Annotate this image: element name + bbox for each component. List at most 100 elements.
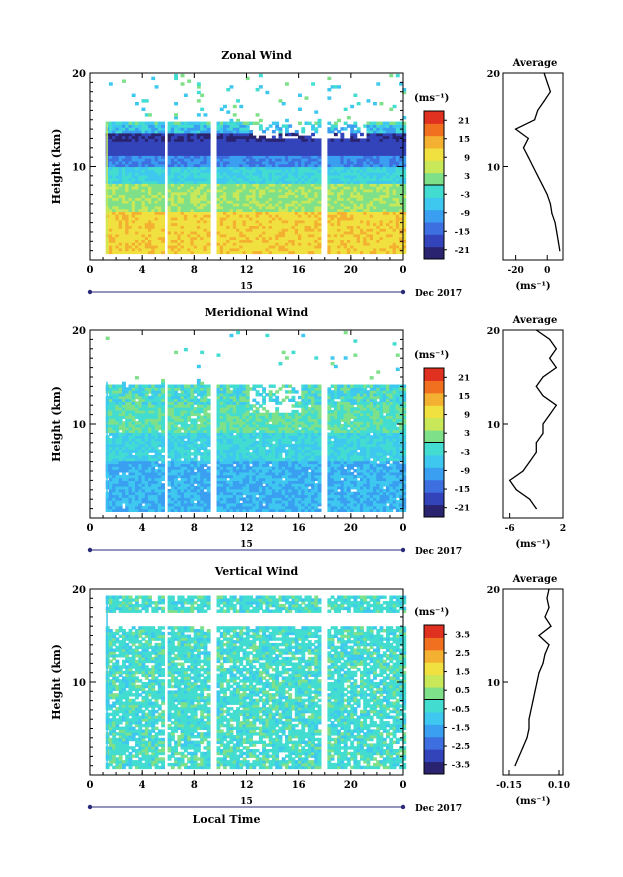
- colorbar-tick-label: -3: [461, 190, 471, 200]
- panel-title: Meridional Wind: [205, 306, 309, 319]
- heatmap-cell: [106, 337, 110, 340]
- y-axis-label: Height (km): [50, 129, 63, 205]
- colorbar-tick-label: 15: [458, 135, 470, 145]
- heatmap-cell: [236, 99, 240, 102]
- profile-point: [551, 213, 552, 214]
- profile-y-tick-label: 20: [487, 69, 501, 80]
- heatmap-cell: [161, 503, 165, 506]
- heatmap-cell: [197, 113, 201, 116]
- profile-point: [550, 91, 551, 92]
- heatmap-cell: [298, 108, 302, 111]
- profile-point: [528, 138, 529, 139]
- colorbar-swatch: [424, 185, 444, 198]
- heatmap-cell: [380, 102, 384, 105]
- profile-y-tick-label: 10: [487, 163, 501, 174]
- heatmap-cell: [357, 102, 361, 105]
- heatmap-cell: [353, 94, 357, 97]
- profile-point: [537, 175, 538, 176]
- heatmap-cell: [174, 102, 178, 105]
- colorbar-tick-label: 3: [464, 172, 470, 182]
- heatmap-cell: [337, 119, 341, 122]
- heatmap-cell: [301, 127, 305, 130]
- heatmap-cell: [249, 130, 253, 133]
- heatmap-cell: [318, 138, 322, 141]
- profile-line: [516, 73, 560, 251]
- x-tick-label: 20: [344, 265, 358, 276]
- colorbar-swatch: [424, 123, 444, 136]
- heatmap-cell: [161, 483, 165, 486]
- heatmap-cell: [151, 77, 155, 80]
- heatmap-cell: [187, 80, 191, 83]
- profile-point: [542, 185, 543, 186]
- heatmap-cell: [233, 105, 237, 108]
- heatmap-cell: [275, 122, 279, 125]
- heatmap-cell: [161, 461, 165, 464]
- x-tick-label: 0: [400, 265, 407, 276]
- colorbar-tick-label: 9: [464, 153, 470, 163]
- heatmap-cell: [239, 105, 243, 108]
- heatmap-cell: [135, 376, 139, 379]
- profile-point: [528, 157, 529, 158]
- heatmap-cell: [148, 113, 152, 116]
- date-bar-marker: [401, 290, 405, 294]
- y-tick-label: 20: [72, 69, 86, 80]
- heatmap-cell: [155, 85, 159, 88]
- heatmap-cell: [311, 82, 315, 85]
- profile-point: [523, 147, 524, 148]
- heatmap-cell: [327, 96, 331, 99]
- heatmap-cell: [184, 94, 188, 97]
- heatmap-cell: [109, 82, 113, 85]
- heatmap-field: [106, 331, 407, 512]
- y-tick-label: 10: [72, 163, 86, 174]
- x-tick-label: 8: [191, 265, 198, 276]
- heatmap-cell: [161, 141, 165, 144]
- heatmap-cell: [259, 74, 263, 77]
- heatmap-cell: [318, 141, 322, 144]
- heatmap-cell: [295, 130, 299, 133]
- profile-point: [537, 110, 538, 111]
- heatmap-cell: [396, 74, 400, 77]
- heatmap-cell: [318, 195, 322, 198]
- colorbar-swatch: [424, 160, 444, 173]
- profile-point: [532, 166, 533, 167]
- date-label: 15: [240, 282, 253, 292]
- profile-point: [550, 203, 551, 204]
- heatmap-cell: [161, 251, 165, 254]
- heatmap-cell: [327, 77, 331, 80]
- month-label: Dec 2017: [415, 289, 462, 299]
- x-tick-label: 4: [139, 265, 146, 276]
- panel-title: Zonal Wind: [221, 49, 292, 62]
- profile-point: [555, 222, 556, 223]
- heatmap-cell: [259, 85, 263, 88]
- heatmap-cell: [256, 113, 260, 116]
- colorbar-swatch: [424, 173, 444, 186]
- heatmap-cell: [207, 141, 211, 144]
- heatmap-cell: [226, 110, 230, 113]
- heatmap-cell: [181, 82, 185, 85]
- colorbar-swatch: [424, 136, 444, 149]
- heatmap-cell: [142, 108, 146, 111]
- heatmap-cell: [119, 503, 123, 506]
- heatmap-cell: [174, 113, 178, 116]
- heatmap-cell: [360, 133, 364, 136]
- heatmap-cell: [174, 74, 178, 77]
- heatmap-cell: [161, 418, 165, 421]
- heatmap-cell: [207, 251, 211, 254]
- heatmap-cell: [367, 99, 371, 102]
- heatmap-cell: [161, 455, 165, 458]
- heatmap-cell: [357, 127, 361, 130]
- colorbar-swatch: [424, 234, 444, 247]
- profile-point: [559, 250, 560, 251]
- colorbar-tick-label: -9: [461, 209, 471, 219]
- heatmap-cell: [265, 91, 269, 94]
- profile-x-unit: (ms⁻¹): [515, 281, 550, 292]
- heatmap-cell: [132, 94, 136, 97]
- heatmap-cell: [207, 122, 211, 125]
- profile-point: [544, 101, 545, 102]
- heatmap-cell: [161, 475, 165, 478]
- heatmap-cell: [285, 119, 289, 122]
